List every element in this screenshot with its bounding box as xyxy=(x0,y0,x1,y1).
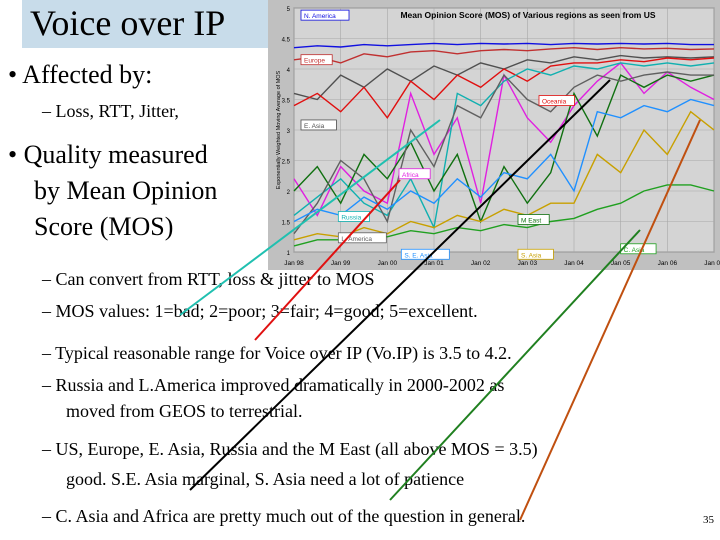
sub-bullet-loss-rtt-jitter: – Loss, RTT, Jitter, xyxy=(42,101,179,121)
title-box xyxy=(22,0,277,48)
x-tick-label: Jan 05 xyxy=(611,260,631,267)
point-russia-line1: – Russia and L.America improved dramatic… xyxy=(42,375,505,395)
bullet-quality-line2: by Mean Opinion xyxy=(34,176,218,205)
legend-label: Africa xyxy=(402,172,419,179)
point-casia-africa: – C. Asia and Africa are pretty much out… xyxy=(42,506,526,526)
legend-label: S. E. Asia xyxy=(404,252,433,259)
y-axis-label: Exponentially Weighted Moving Average of… xyxy=(276,70,282,189)
point-convert: – Can convert from RTT, loss & jitter to… xyxy=(42,269,375,289)
point-mos-values: – MOS values: 1=bad; 2=poor; 3=fair; 4=g… xyxy=(42,301,478,321)
y-tick-label: 1.5 xyxy=(282,221,291,227)
legend-label: Russia xyxy=(341,214,361,221)
legend-label: Oceania xyxy=(542,99,567,106)
mos-chart-svg: 5 4.5 4 3.5 3 2.5 2 1.5 1 Jan 98 Jan 99 Jan 00 Jan 0… xyxy=(276,7,720,267)
x-tick-label: Jan 99 xyxy=(331,260,351,267)
y-tick-label: 1 xyxy=(287,251,291,257)
page-number: 35 xyxy=(703,514,714,526)
point-us-europe-line2: good. S.E. Asia marginal, S. Asia need a… xyxy=(66,469,465,489)
legend-label: Europe xyxy=(304,58,325,65)
point-typical-range: – Typical reasonable range for Voice ove… xyxy=(42,343,512,363)
x-tick-label: Jan 07 xyxy=(704,260,720,267)
legend-label: S. Asia xyxy=(521,252,542,259)
y-tick-label: 4.5 xyxy=(282,38,291,44)
legend-label: N. America xyxy=(304,13,336,20)
legend-label-box xyxy=(300,54,333,66)
bullet-affected-by: • Affected by: xyxy=(8,60,153,89)
chart-title: Mean Opinion Score (MOS) of Various regi… xyxy=(400,10,655,20)
legend-label: E. Asia xyxy=(304,123,325,130)
x-tick-label: Jan 06 xyxy=(658,260,678,267)
x-tick-label: Jan 02 xyxy=(471,260,491,267)
x-tick-label: Jan 03 xyxy=(518,260,538,267)
x-tick-label: Jan 01 xyxy=(424,260,444,267)
y-tick-label: 5 xyxy=(287,7,291,13)
y-tick-label: 3.5 xyxy=(282,99,291,105)
y-tick-label: 2 xyxy=(287,190,291,196)
legend-label: M East xyxy=(521,218,541,225)
series-line-europe xyxy=(293,46,715,64)
x-tick-label: Jan 00 xyxy=(378,260,398,267)
legend-label: C. Asia xyxy=(624,247,645,254)
y-tick-label: 2.5 xyxy=(282,160,291,166)
point-russia-line2: moved from GEOS to terrestrial. xyxy=(66,401,303,421)
point-us-europe-line1: – US, Europe, E. Asia, Russia and the M … xyxy=(42,439,538,459)
x-tick-label: Jan 98 xyxy=(284,260,304,267)
y-tick-label: 4 xyxy=(287,68,291,74)
series-line-n-america xyxy=(293,42,714,49)
bullet-quality-line3: Score (MOS) xyxy=(34,212,174,241)
legend-label-box xyxy=(300,9,350,21)
y-tick-label: 3 xyxy=(287,129,291,135)
mos-chart: 5 4.5 4 3.5 3 2.5 2 1.5 1 Jan 98 Jan 99 Jan 00 Jan 0… xyxy=(268,0,720,270)
bullet-quality-line1: • Quality measured xyxy=(8,140,208,169)
slide-title: Voice over IP xyxy=(30,3,226,43)
legend-label: L. America xyxy=(341,236,372,243)
x-tick-label: Jan 04 xyxy=(564,260,584,267)
